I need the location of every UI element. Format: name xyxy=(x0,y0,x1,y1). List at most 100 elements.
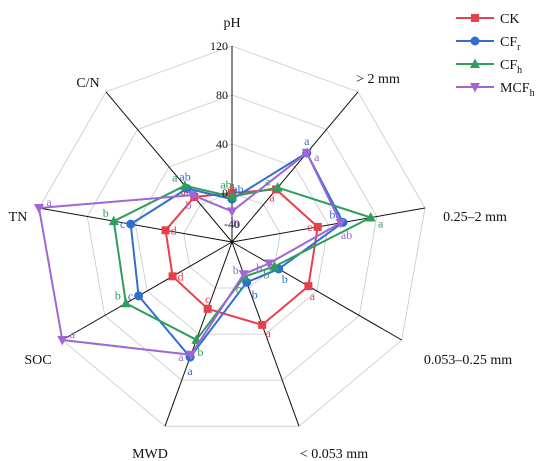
gridline-ring xyxy=(86,94,378,381)
tick-label: 0 xyxy=(222,186,228,200)
legend-label-subscript: r xyxy=(517,42,521,53)
significance-label: a xyxy=(378,217,384,231)
significance-label: a xyxy=(310,289,316,303)
data-point-CK xyxy=(203,304,212,313)
axis-spoke xyxy=(105,91,233,243)
significance-label: b xyxy=(197,345,203,359)
axis-label: TN xyxy=(9,210,28,225)
tick-label: 40 xyxy=(216,137,228,151)
axis-label: 0.053–0.25 mm xyxy=(424,353,512,368)
data-point-CK xyxy=(161,226,170,235)
series-layer: aacaacddabababcbbaccababaabbbbbabaabbbaa… xyxy=(33,134,384,378)
axis-spoke xyxy=(231,241,402,341)
data-point-CK xyxy=(258,320,267,329)
significance-label: b xyxy=(103,206,109,220)
legend-label-subscript: h xyxy=(517,65,522,76)
gridline-ring xyxy=(135,143,329,335)
legend-label-CFr: CFr xyxy=(500,35,521,53)
data-point-MCFh xyxy=(264,259,275,269)
series-line-MCFh xyxy=(38,151,342,356)
gridline-ring xyxy=(183,192,281,289)
significance-label: b xyxy=(233,216,239,230)
significance-label: d xyxy=(171,223,177,237)
data-point-CFh xyxy=(227,191,237,201)
data-point-MCFh xyxy=(57,336,68,346)
data-point-CFh xyxy=(365,212,376,222)
axis-label-layer: pH > 2 mm 0.25–2 mm 0.053–0.25 mm < 0.053 mm… xyxy=(9,16,513,461)
axis-spoke xyxy=(38,207,233,243)
significance-label: a xyxy=(314,150,320,164)
significance-label: a xyxy=(269,190,275,204)
grid-layer xyxy=(38,45,426,427)
data-point-MCFh xyxy=(187,191,198,201)
data-point-MCFh xyxy=(238,270,249,280)
legend-marker-CFh xyxy=(470,58,480,68)
significance-label: a xyxy=(304,134,310,148)
data-point-CFh xyxy=(179,180,190,190)
axis-spoke xyxy=(231,207,426,243)
tick-label: -40 xyxy=(224,217,240,231)
data-point-MCFh xyxy=(33,203,44,214)
significance-label: b xyxy=(263,268,269,282)
legend-label-main: CF xyxy=(500,35,517,50)
legend-marker-MCFh xyxy=(470,83,480,93)
data-point-CFr xyxy=(126,219,136,229)
significance-label: a xyxy=(229,178,235,192)
data-point-CFh xyxy=(269,261,280,271)
tick-label: 80 xyxy=(216,88,228,102)
series-line-CK xyxy=(164,188,319,326)
significance-label: ab xyxy=(179,170,190,184)
significance-label: c xyxy=(307,220,312,234)
legend-label-main: CF xyxy=(500,58,517,73)
significance-label: ab xyxy=(232,182,243,196)
data-point-CK xyxy=(313,222,322,231)
axis-spoke xyxy=(231,91,359,243)
significance-label: b xyxy=(256,260,262,274)
data-point-CFr xyxy=(134,291,144,301)
data-point-CFh xyxy=(120,297,131,308)
significance-label: ab xyxy=(341,228,352,242)
axis-label: SOC xyxy=(24,353,51,368)
legend-label-main: CK xyxy=(500,12,519,27)
data-point-CFh xyxy=(272,182,283,192)
legend-marker-CK xyxy=(471,14,479,22)
data-point-CK xyxy=(304,282,313,291)
significance-label: a xyxy=(46,195,52,209)
legend-label-CK: CK xyxy=(500,12,519,27)
significance-label: c xyxy=(128,289,133,303)
axis-label: 0.25–2 mm xyxy=(443,210,507,225)
significance-label: b xyxy=(236,282,242,296)
legend-label-CFh: CFh xyxy=(500,58,522,76)
significance-label: c xyxy=(120,217,125,231)
axis-label: MWD xyxy=(132,447,168,461)
legend-label-subscript: h xyxy=(530,88,535,99)
significance-label: bc xyxy=(329,207,340,221)
significance-label: c xyxy=(205,292,210,306)
legend-label-MCFh: MCFh xyxy=(500,81,535,99)
data-point-CFh xyxy=(108,215,119,226)
legend-marker-CFr xyxy=(470,36,480,46)
legend-box xyxy=(450,2,546,100)
data-point-MCFh xyxy=(335,218,346,229)
axis-spoke xyxy=(62,241,233,341)
tick-layer: -40 0 40 80 120 xyxy=(210,39,240,231)
axis-label: < 0.053 mm xyxy=(300,447,368,461)
axis-spoke xyxy=(164,241,233,427)
significance-label: b xyxy=(115,288,121,302)
legend-label-main: MCF xyxy=(500,81,530,96)
significance-label: a xyxy=(172,171,178,185)
significance-label: b xyxy=(252,287,258,301)
data-point-CK xyxy=(168,272,177,281)
significance-label: a xyxy=(265,175,271,189)
axis-label: pH xyxy=(223,16,240,31)
series-line-CFr xyxy=(129,151,344,359)
axis-label: > 2 mm xyxy=(356,72,400,87)
gridline-ring xyxy=(38,45,426,427)
axis-label: C/N xyxy=(76,76,99,91)
significance-label: b xyxy=(282,272,288,286)
significance-label: b xyxy=(186,198,192,212)
data-point-MCFh xyxy=(227,207,237,217)
